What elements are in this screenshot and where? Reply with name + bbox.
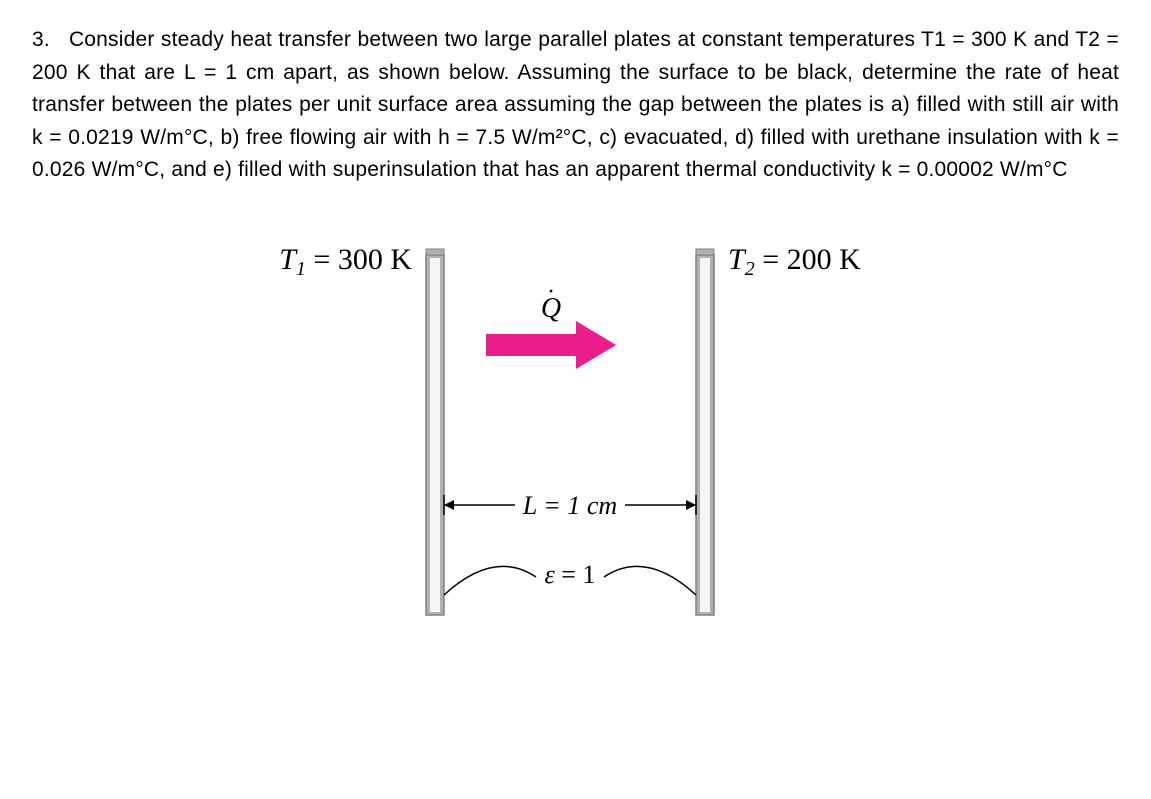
svg-text:T2 = 200 K: T2 = 200 K — [728, 243, 861, 280]
problem-body: Consider steady heat transfer between tw… — [32, 28, 1119, 181]
diagram-svg: T1 = 300 KT2 = 200 KQ·L = 1 cmε = 1 — [226, 235, 926, 655]
parallel-plates-diagram: T1 = 300 KT2 = 200 KQ·L = 1 cmε = 1 — [32, 235, 1119, 655]
problem-number: 3. — [32, 28, 50, 51]
heat-flow-arrow — [486, 321, 616, 369]
problem-statement: 3. Consider steady heat transfer between… — [32, 24, 1119, 187]
svg-text:ε = 1: ε = 1 — [544, 560, 595, 589]
svg-text:L = 1 cm: L = 1 cm — [521, 491, 616, 520]
svg-text:T1 = 300 K: T1 = 300 K — [279, 243, 412, 280]
svg-text:·: · — [547, 279, 555, 305]
